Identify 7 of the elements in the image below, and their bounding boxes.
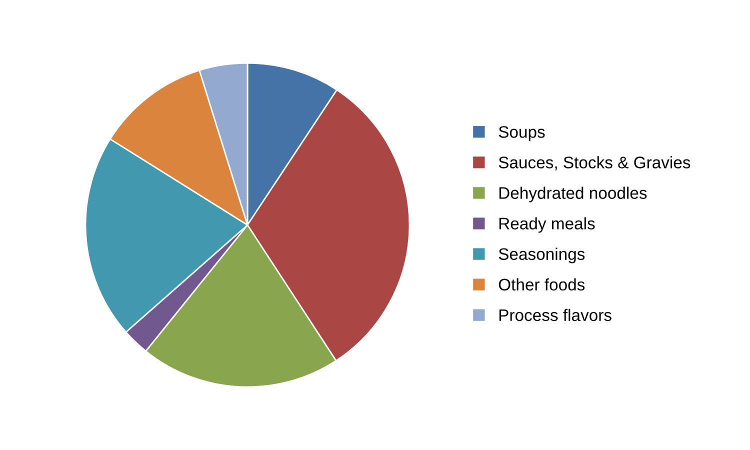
- legend-label: Process flavors: [499, 308, 612, 322]
- legend-label: Dehydrated noodles: [499, 186, 647, 202]
- legend-label: Seasonings: [498, 248, 585, 264]
- legend-label: Soups: [498, 126, 545, 142]
- legend-label: Other foods: [498, 278, 585, 291]
- legend-label: Sauces, Stocks & Gravies: [498, 156, 690, 170]
- legend-label: Ready meals: [499, 217, 595, 233]
